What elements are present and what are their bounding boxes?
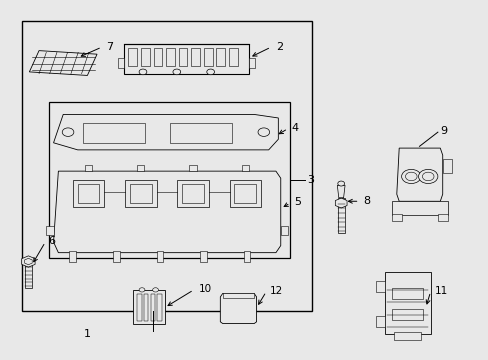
Bar [189,165,196,171]
Circle shape [206,69,214,75]
Bar [73,180,104,207]
Bar [229,180,261,207]
Bar [137,294,141,321]
Text: 10: 10 [198,284,211,294]
Bar [150,294,155,321]
Text: 2: 2 [275,42,283,52]
Bar [49,102,290,258]
Bar [157,294,162,321]
Text: 4: 4 [291,122,298,132]
Polygon shape [396,148,442,201]
Polygon shape [53,171,280,253]
Bar [125,180,156,207]
Bar [391,309,423,320]
Bar [391,288,423,299]
Circle shape [422,172,433,181]
Bar [384,272,430,334]
Circle shape [152,288,158,292]
Bar [169,123,232,143]
Bar [153,48,162,66]
Text: 6: 6 [49,236,56,246]
Bar [113,251,120,261]
Polygon shape [337,185,345,198]
Polygon shape [21,256,35,267]
Text: 1: 1 [84,329,91,339]
Circle shape [401,169,420,184]
Circle shape [258,128,269,136]
Bar [228,48,237,66]
Bar [375,281,384,292]
Circle shape [62,128,74,136]
Text: 9: 9 [439,126,447,136]
Bar [203,48,212,66]
Bar [46,226,53,235]
Bar [133,290,164,324]
Text: 8: 8 [362,196,369,206]
Circle shape [405,172,416,181]
Bar [82,123,145,143]
Polygon shape [335,198,346,208]
Bar [128,48,137,66]
Polygon shape [29,51,97,76]
Bar [123,44,249,74]
Polygon shape [53,114,278,150]
Bar [22,21,311,311]
Bar [191,48,200,66]
Bar [69,251,76,261]
Circle shape [337,181,344,186]
Bar [393,332,420,339]
Bar [179,48,187,66]
Bar [442,159,451,173]
Circle shape [139,69,146,75]
Bar [166,48,175,66]
Circle shape [418,169,437,184]
Bar [241,165,248,171]
Bar [234,184,256,203]
Bar [280,226,287,235]
Bar [243,251,250,261]
Bar [78,184,99,203]
Bar [156,251,163,261]
Bar [437,214,447,221]
Bar [130,184,151,203]
Bar [143,294,148,321]
Bar [391,201,447,215]
Text: 11: 11 [434,285,447,296]
Bar [137,165,144,171]
Text: 5: 5 [294,197,301,207]
Bar [177,180,208,207]
Circle shape [139,288,144,292]
Bar [249,58,255,68]
Bar [118,58,123,68]
Text: 12: 12 [269,285,283,296]
Polygon shape [220,293,256,324]
Bar [85,165,92,171]
Bar [200,251,206,261]
Bar [141,48,149,66]
Bar [337,198,344,233]
Circle shape [173,69,180,75]
Bar [25,261,32,288]
Bar [375,316,384,327]
Bar [391,214,401,221]
Bar [223,293,254,298]
Text: 7: 7 [105,42,113,52]
Bar [182,184,203,203]
Text: 3: 3 [307,175,314,185]
Bar [216,48,224,66]
Polygon shape [24,258,32,265]
